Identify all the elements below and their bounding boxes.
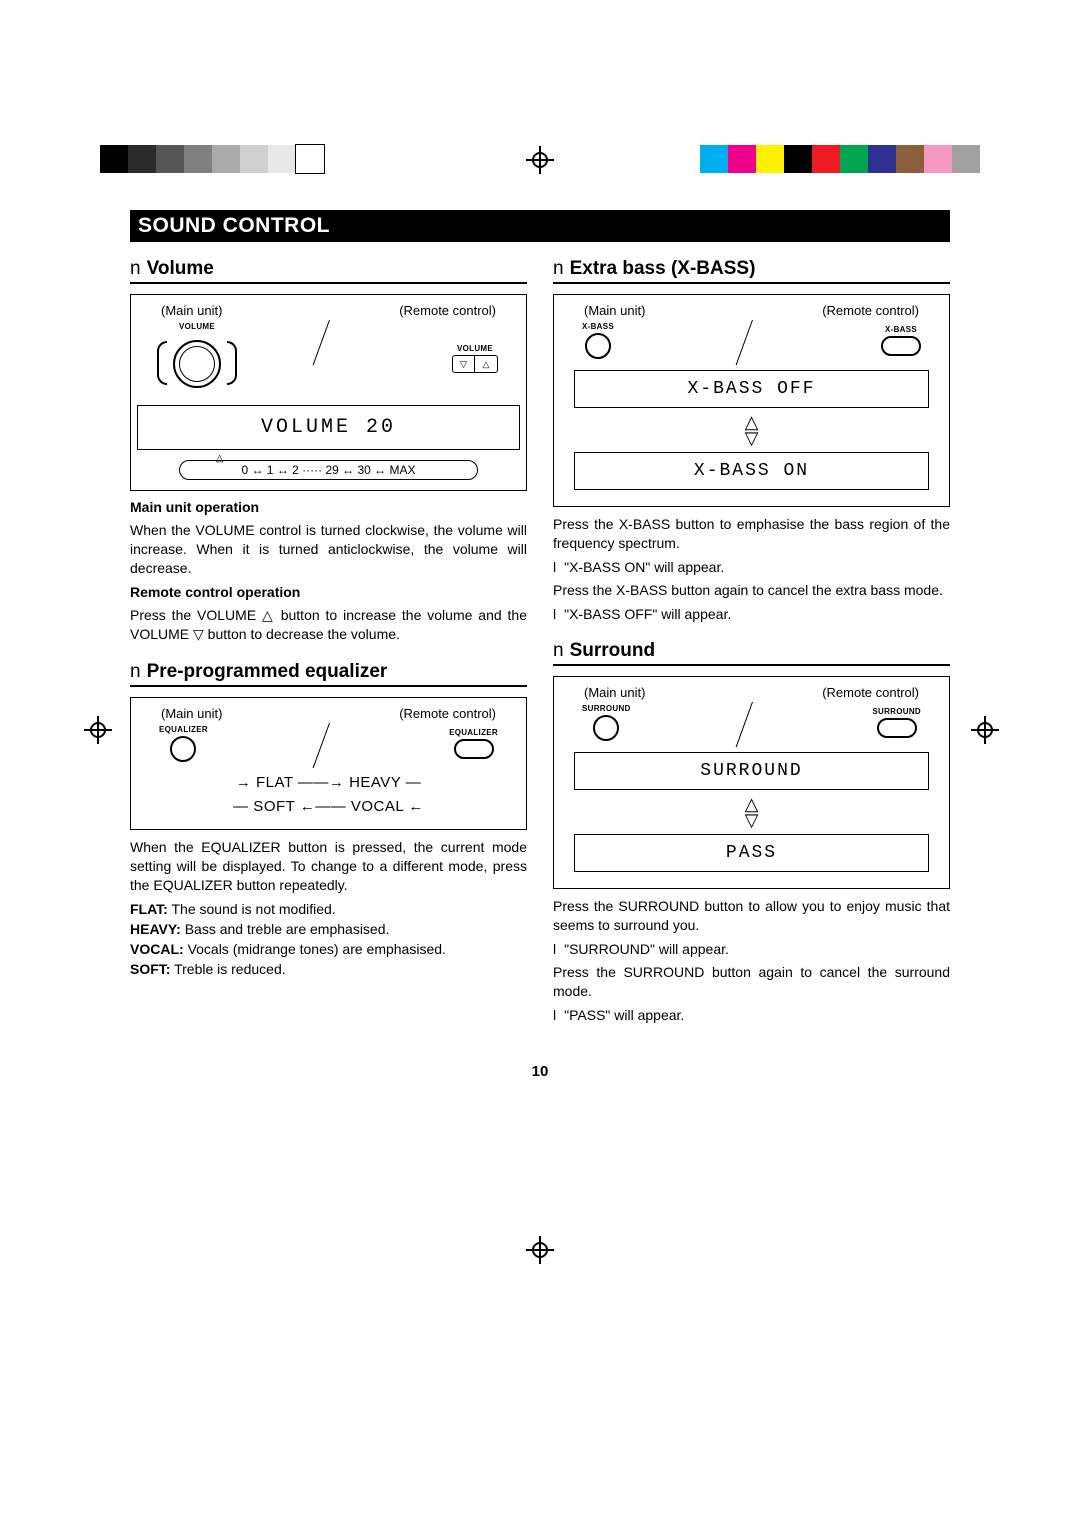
registration-mark-bottom	[520, 1230, 560, 1270]
eq-heavy: HEAVY: Bass and treble are emphasised.	[130, 921, 527, 937]
surround-off-bullet: l"PASS" will appear.	[553, 1007, 950, 1023]
registration-mark-right	[965, 710, 1005, 750]
n-marker: n	[130, 258, 141, 279]
volume-range-text: 0 ↔ 1 ↔ 2 ····· 29 ↔ 30 ↔ MAX	[241, 463, 415, 477]
surround-diagram: (Main unit) (Remote control) SURROUND SU…	[553, 676, 950, 889]
eq-cycle-row2: — SOFT ←—— VOCAL ←	[137, 795, 520, 819]
eq-vocal: VOCAL: Vocals (midrange tones) are empha…	[130, 941, 527, 957]
main-unit-label: (Main unit)	[161, 303, 222, 318]
equalizer-remote-label: EQUALIZER	[449, 728, 498, 737]
equalizer-body: When the EQUALIZER button is pressed, th…	[130, 838, 527, 895]
equalizer-heading: n Pre-programmed equalizer	[130, 661, 527, 687]
xbass-off-bullet: l"X-BASS OFF" will appear.	[553, 606, 950, 622]
equalizer-heading-text: Pre-programmed equalizer	[147, 661, 388, 682]
surround-display-off: PASS	[574, 834, 929, 872]
volume-knob-label: VOLUME	[159, 322, 235, 331]
surround-remote-label: SURROUND	[872, 707, 921, 716]
circle-button-icon	[170, 736, 196, 762]
registration-mark-left	[78, 710, 118, 750]
main-unit-label: (Main unit)	[161, 706, 222, 721]
xbass-remote-label: X-BASS	[881, 325, 921, 334]
divider-slash-icon	[732, 702, 772, 750]
rect-button-icon	[881, 336, 921, 356]
volume-display: VOLUME 20	[137, 405, 520, 450]
xbass-main-label: X-BASS	[582, 322, 614, 331]
volume-remote-buttons: VOLUME ▽△	[452, 344, 498, 373]
remote-label: (Remote control)	[399, 706, 496, 721]
divider-slash-icon	[309, 723, 349, 771]
xbass-display-off: X-BASS OFF	[574, 370, 929, 408]
eq-flat: FLAT: The sound is not modified.	[130, 901, 527, 917]
page-content: SOUND CONTROL n Volume (Main unit) (Remot…	[130, 210, 950, 1080]
eq-cycle-row1: → FLAT ——→ HEAVY —	[137, 771, 520, 795]
remote-label: (Remote control)	[399, 303, 496, 318]
divider-slash-icon	[309, 320, 349, 368]
equalizer-cycle: → FLAT ——→ HEAVY — — SOFT ←—— VOCAL ←	[137, 767, 520, 819]
surround-remote-button: SURROUND	[872, 707, 921, 741]
surround-display-on: SURROUND	[574, 752, 929, 790]
volume-heading-text: Volume	[147, 258, 214, 279]
page-number: 10	[130, 1063, 950, 1080]
xbass-body1: Press the X-BASS button to emphasise the…	[553, 515, 950, 553]
surround-on-bullet: l"SURROUND" will appear.	[553, 941, 950, 957]
volume-knob: VOLUME	[159, 322, 235, 395]
eq-soft: SOFT: Treble is reduced.	[130, 961, 527, 977]
updown-icon: △▽	[560, 414, 943, 446]
left-column: n Volume (Main unit) (Remote control) VOL…	[130, 252, 527, 1027]
rect-button-icon	[877, 718, 917, 738]
right-column: n Extra bass (X-BASS) (Main unit) (Remote…	[553, 252, 950, 1027]
xbass-heading-text: Extra bass (X-BASS)	[570, 258, 756, 279]
volume-heading: n Volume	[130, 258, 527, 284]
volume-range: △ 0 ↔ 1 ↔ 2 ····· 29 ↔ 30 ↔ MAX	[179, 460, 478, 480]
main-unit-label: (Main unit)	[584, 303, 645, 318]
n-marker: n	[553, 640, 564, 661]
remote-op-text: Press the VOLUME △ button to increase th…	[130, 606, 527, 644]
section-title: SOUND CONTROL	[130, 210, 950, 242]
surround-heading-text: Surround	[570, 640, 656, 661]
xbass-on-bullet: l"X-BASS ON" will appear.	[553, 559, 950, 575]
surround-heading: n Surround	[553, 640, 950, 666]
xbass-diagram: (Main unit) (Remote control) X-BASS X-BA…	[553, 294, 950, 507]
xbass-body2: Press the X-BASS button again to cancel …	[553, 581, 950, 600]
remote-label: (Remote control)	[822, 685, 919, 700]
rect-button-icon	[454, 739, 494, 759]
equalizer-diagram: (Main unit) (Remote control) EQUALIZER E…	[130, 697, 527, 830]
volume-remote-label: VOLUME	[452, 344, 498, 353]
xbass-display-on: X-BASS ON	[574, 452, 929, 490]
n-marker: n	[130, 661, 141, 682]
xbass-heading: n Extra bass (X-BASS)	[553, 258, 950, 284]
divider-slash-icon	[732, 320, 772, 368]
colorbar-gray	[100, 145, 324, 173]
remote-label: (Remote control)	[822, 303, 919, 318]
equalizer-main-button: EQUALIZER	[159, 725, 208, 765]
xbass-main-button: X-BASS	[582, 322, 614, 362]
main-unit-op-text: When the VOLUME control is turned clockw…	[130, 521, 527, 578]
surround-main-label: SURROUND	[582, 704, 631, 713]
equalizer-main-label: EQUALIZER	[159, 725, 208, 734]
n-marker: n	[553, 258, 564, 279]
registration-mark-top	[520, 140, 560, 180]
colorbar-color	[700, 145, 980, 173]
main-unit-label: (Main unit)	[584, 685, 645, 700]
surround-body1: Press the SURROUND button to allow you t…	[553, 897, 950, 935]
xbass-remote-button: X-BASS	[881, 325, 921, 359]
remote-op-head: Remote control operation	[130, 584, 527, 600]
surround-main-button: SURROUND	[582, 704, 631, 744]
equalizer-remote-button: EQUALIZER	[449, 728, 498, 762]
updown-icon: △▽	[560, 796, 943, 828]
volume-diagram: (Main unit) (Remote control) VOLUME	[130, 294, 527, 491]
circle-button-icon	[585, 333, 611, 359]
main-unit-op-head: Main unit operation	[130, 499, 527, 515]
circle-button-icon	[593, 715, 619, 741]
surround-body2: Press the SURROUND button again to cance…	[553, 963, 950, 1001]
